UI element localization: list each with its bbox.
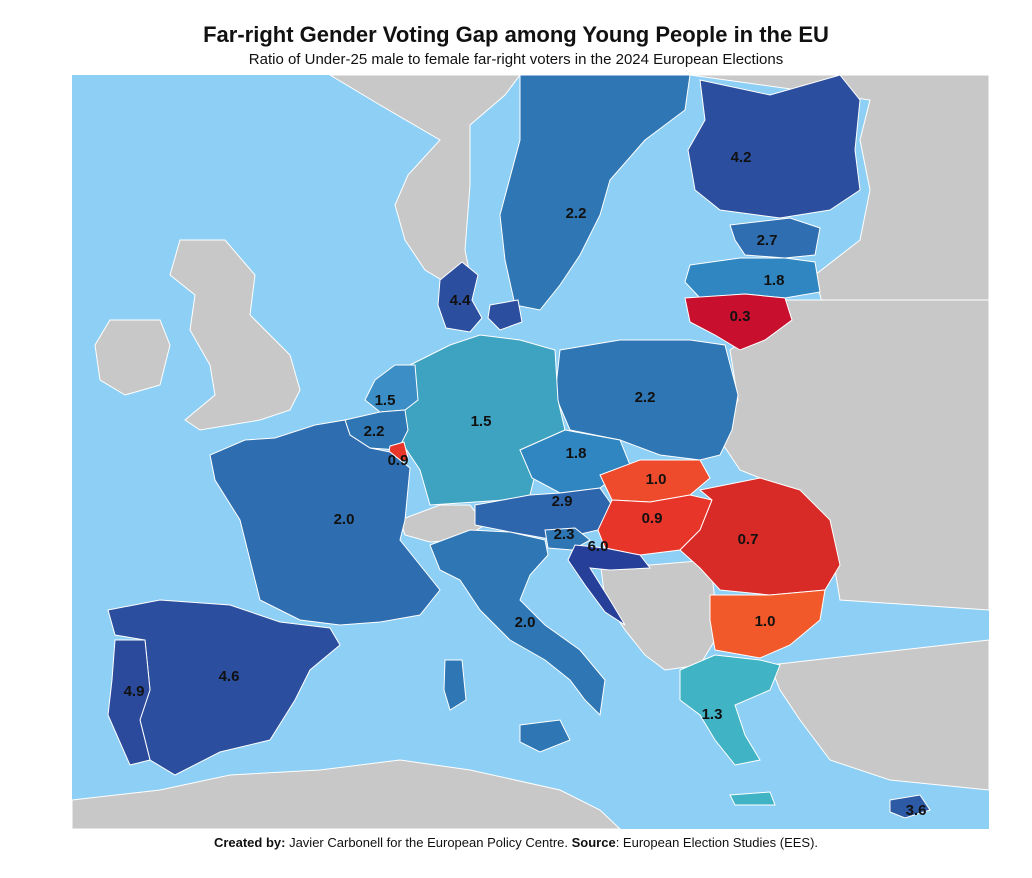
- label-netherlands: 1.5: [375, 392, 396, 409]
- country-lithuania[interactable]: [684, 293, 793, 351]
- label-sweden: 2.2: [566, 205, 587, 222]
- label-czechia: 1.8: [566, 445, 587, 462]
- label-italy: 2.0: [515, 614, 536, 631]
- map-title: Far-right Gender Voting Gap among Young …: [203, 22, 829, 47]
- label-slovakia: 1.0: [646, 471, 667, 488]
- footer-created-text: Javier Carbonell for the European Policy…: [285, 835, 572, 850]
- country-estonia[interactable]: [729, 217, 821, 259]
- label-croatia: 6.0: [588, 538, 609, 555]
- ireland-land: [94, 319, 171, 396]
- great-britain-land: [169, 239, 301, 431]
- label-poland: 2.2: [635, 389, 656, 406]
- label-bulgaria: 1.0: [755, 613, 776, 630]
- map-area: 4.2 2.2 2.7 1.8 0.3 4.4 2.2 1.5 1.5 2.2 …: [72, 75, 989, 829]
- country-latvia[interactable]: [684, 257, 821, 299]
- north-africa-land: [72, 759, 621, 829]
- label-hungary: 0.9: [642, 510, 663, 527]
- country-finland[interactable]: [687, 75, 861, 219]
- label-luxembourg: 0.9: [388, 452, 409, 469]
- country-portugal[interactable]: [107, 639, 151, 766]
- turkey-land: [769, 639, 989, 791]
- label-lithuania: 0.3: [730, 308, 751, 325]
- country-netherlands[interactable]: [364, 364, 419, 413]
- label-latvia: 1.8: [764, 272, 785, 289]
- label-finland: 4.2: [731, 149, 752, 166]
- footer-source-text: : European Election Studies (EES).: [615, 835, 819, 850]
- country-greece[interactable]: [679, 654, 781, 806]
- label-greece: 1.3: [702, 706, 723, 723]
- country-sweden[interactable]: [499, 75, 691, 311]
- country-italy[interactable]: [429, 529, 606, 753]
- country-france[interactable]: [209, 419, 441, 626]
- label-denmark: 4.4: [450, 292, 472, 309]
- country-bulgaria[interactable]: [709, 589, 826, 659]
- norway-land: [329, 75, 521, 286]
- label-slovenia: 2.3: [554, 526, 575, 543]
- europe-map: 4.2 2.2 2.7 1.8 0.3 4.4 2.2 1.5 1.5 2.2 …: [72, 75, 989, 829]
- country-poland[interactable]: [554, 339, 739, 461]
- label-austria: 2.9: [552, 493, 573, 510]
- country-cyprus[interactable]: [889, 794, 931, 819]
- country-croatia[interactable]: [567, 544, 651, 626]
- label-spain: 4.6: [219, 668, 240, 685]
- label-romania: 0.7: [738, 531, 759, 548]
- map-footer: Created by: Javier Carbonell for the Eur…: [0, 835, 1032, 850]
- footer-created-label: Created by:: [213, 835, 286, 850]
- footer-source-label: Source: [571, 835, 616, 850]
- label-belgium: 2.2: [364, 423, 385, 440]
- label-france: 2.0: [334, 511, 355, 528]
- label-cyprus: 3.6: [906, 802, 927, 819]
- label-estonia: 2.7: [757, 232, 778, 249]
- country-slovenia[interactable]: [544, 527, 591, 551]
- map-subtitle: Ratio of Under-25 male to female far-rig…: [248, 51, 784, 68]
- label-portugal: 4.9: [124, 683, 145, 700]
- country-denmark[interactable]: [437, 261, 523, 333]
- label-germany: 1.5: [471, 413, 492, 430]
